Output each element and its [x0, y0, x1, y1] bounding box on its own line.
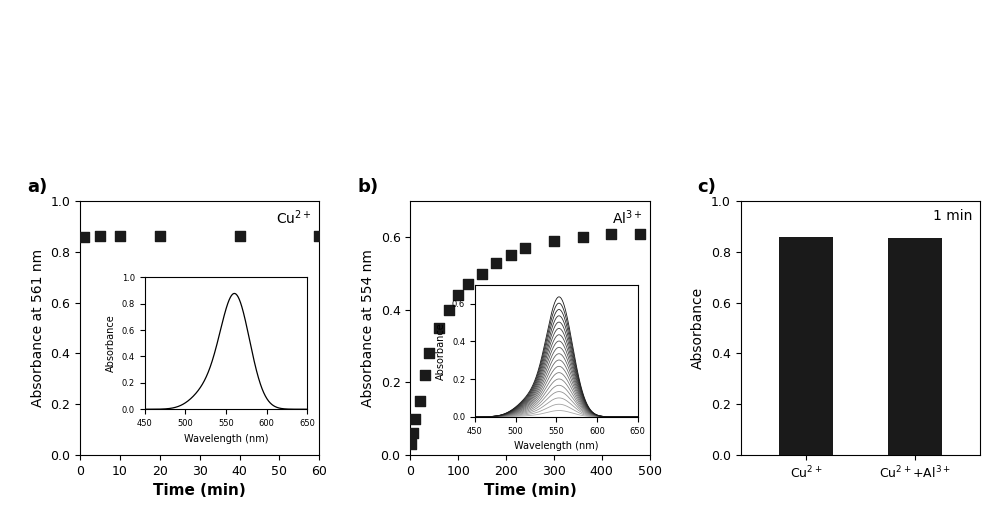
Y-axis label: Absorbance: Absorbance — [691, 287, 705, 369]
Point — [232, 232, 248, 240]
Point — [431, 324, 447, 332]
Point — [546, 236, 562, 245]
Text: b): b) — [358, 178, 379, 196]
Point — [152, 232, 168, 240]
Point — [488, 259, 504, 267]
X-axis label: Time (min): Time (min) — [484, 483, 576, 498]
Bar — [888, 238, 942, 455]
Point — [575, 233, 591, 242]
Bar — [779, 237, 833, 455]
Point — [790, 232, 806, 240]
Text: c): c) — [698, 178, 716, 196]
Point — [450, 291, 466, 299]
Text: 1 min: 1 min — [933, 208, 973, 223]
Text: Al$^{3+}$: Al$^{3+}$ — [612, 208, 642, 227]
Text: Cu$^{2+}$: Cu$^{2+}$ — [276, 208, 312, 227]
Point — [603, 230, 619, 238]
Point — [407, 414, 423, 423]
Point — [311, 231, 327, 240]
Point — [403, 440, 419, 448]
Y-axis label: Absorbance at 561 nm: Absorbance at 561 nm — [31, 249, 45, 407]
Point — [474, 269, 490, 278]
Point — [112, 232, 128, 240]
Point — [632, 230, 648, 238]
Text: a): a) — [27, 178, 48, 196]
Point — [76, 233, 92, 241]
Point — [412, 396, 428, 405]
X-axis label: Time (min): Time (min) — [153, 483, 246, 498]
Point — [92, 232, 108, 240]
Point — [441, 306, 457, 314]
Point — [503, 251, 519, 260]
Point — [421, 349, 437, 358]
Point — [405, 429, 421, 437]
Point — [460, 280, 476, 289]
Point — [517, 244, 533, 252]
Point — [551, 232, 567, 240]
Point — [417, 371, 433, 379]
Y-axis label: Absorbance at 554 nm: Absorbance at 554 nm — [361, 249, 375, 407]
